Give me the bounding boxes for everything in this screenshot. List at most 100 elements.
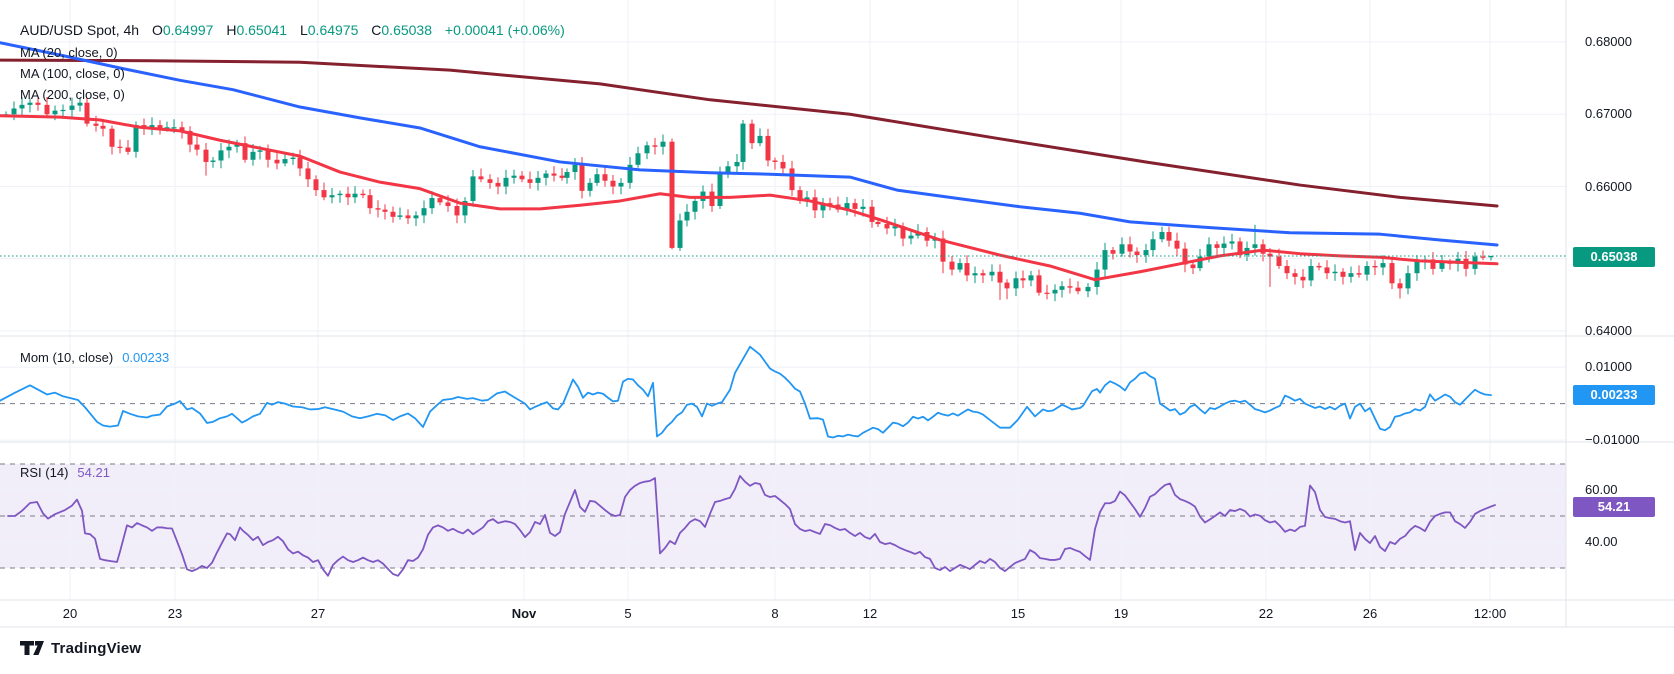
candle: [1389, 263, 1395, 284]
candle: [1182, 248, 1188, 265]
candle: [1075, 287, 1081, 292]
candle: [535, 177, 541, 183]
candle: [218, 150, 224, 161]
ohlc-high-value: 0.65041: [236, 22, 288, 38]
candle: [397, 215, 403, 217]
candle: [297, 157, 303, 169]
candle: [1206, 244, 1212, 257]
candle: [470, 176, 476, 201]
ma20-line: [0, 114, 1499, 282]
symbol-header[interactable]: AUD/USD Spot, 4h O0.64997 H0.65041 L0.64…: [20, 22, 565, 38]
candle: [1229, 241, 1235, 244]
candle: [1267, 253, 1273, 257]
candle: [1324, 267, 1330, 274]
legend-ma20[interactable]: MA (20, close, 0): [20, 45, 118, 60]
candle: [780, 161, 786, 169]
candle: [827, 203, 833, 205]
candle: [242, 143, 248, 160]
candle: [1020, 278, 1026, 281]
rsi-legend[interactable]: RSI (14) 54.21: [20, 465, 110, 480]
candle: [100, 125, 106, 129]
candle: [1284, 265, 1290, 274]
candle: [684, 211, 690, 221]
candle: [527, 179, 533, 183]
time-tick-label: 20: [62, 606, 78, 621]
candle: [1214, 244, 1220, 248]
ohlc-close-key: C: [371, 22, 382, 38]
candle: [511, 175, 517, 178]
time-tick-label: 5: [624, 606, 632, 621]
candle: [559, 175, 565, 178]
candle: [1119, 244, 1125, 254]
candle: [382, 209, 388, 212]
candle: [587, 182, 593, 191]
candle: [734, 161, 740, 167]
candle: [149, 125, 155, 128]
candle: [52, 110, 58, 115]
candle: [157, 125, 163, 129]
candle: [390, 211, 396, 217]
candle: [660, 141, 666, 147]
time-tick-label: 22: [1258, 606, 1274, 621]
candle: [290, 157, 296, 160]
candle: [564, 172, 570, 178]
candle: [1110, 250, 1116, 254]
candle: [305, 168, 311, 180]
momentum-line: [0, 345, 1492, 439]
candle: [1348, 273, 1354, 277]
legend-ma200[interactable]: MA (200, close, 0): [20, 87, 125, 102]
candle: [757, 135, 763, 144]
candle: [1292, 273, 1298, 277]
candle: [884, 224, 890, 229]
ohlc-open-value: 0.64997: [162, 22, 214, 38]
candle: [543, 173, 549, 178]
candle: [1159, 232, 1165, 240]
candle: [717, 172, 723, 207]
candle: [226, 146, 232, 151]
time-tick-label: 12: [862, 606, 878, 621]
last-price-badge: 0.65038: [1573, 247, 1655, 267]
price-tick-label: 0.66000: [1585, 178, 1632, 194]
candle: [1143, 250, 1149, 256]
candle: [367, 195, 373, 209]
ohlc-change: +0.00041 (+0.06%): [444, 22, 565, 38]
candle: [1300, 276, 1306, 281]
legend-ma100[interactable]: MA (100, close, 0): [20, 66, 125, 81]
candle: [313, 179, 319, 191]
momentum-value: 0.00233: [122, 350, 170, 365]
candle: [462, 200, 468, 216]
momentum-legend[interactable]: Mom (10, close) 0.00233: [20, 350, 169, 365]
candle: [1364, 265, 1370, 275]
tradingview-logo[interactable]: TradingView: [20, 640, 141, 657]
candle: [1332, 271, 1338, 274]
candle: [413, 215, 419, 219]
symbol-title[interactable]: AUD/USD Spot, 4h: [20, 22, 140, 38]
candle: [844, 203, 850, 210]
candle: [44, 104, 50, 115]
candle: [610, 180, 616, 187]
candle: [860, 206, 866, 209]
momentum-label: Mom (10, close): [20, 350, 114, 365]
ma100-line: [0, 41, 1499, 247]
candle: [1252, 244, 1258, 248]
candle: [1134, 251, 1140, 256]
time-tick-label: 15: [1010, 606, 1026, 621]
candle: [19, 104, 25, 109]
candle: [282, 159, 288, 164]
candle: [1150, 239, 1156, 251]
candle: [594, 174, 600, 183]
time-tick-label: 26: [1362, 606, 1378, 621]
ohlc-close-value: 0.65038: [381, 22, 432, 38]
candle: [109, 128, 115, 147]
candle: [1439, 262, 1445, 269]
candle: [980, 273, 986, 276]
candle: [1340, 271, 1346, 277]
rsi-line: [7, 475, 1496, 577]
candle: [852, 203, 858, 209]
candle: [1380, 263, 1386, 268]
candle: [1197, 256, 1203, 269]
time-tick-label: 8: [771, 606, 779, 621]
candle: [93, 123, 99, 126]
candle: [1356, 273, 1362, 275]
